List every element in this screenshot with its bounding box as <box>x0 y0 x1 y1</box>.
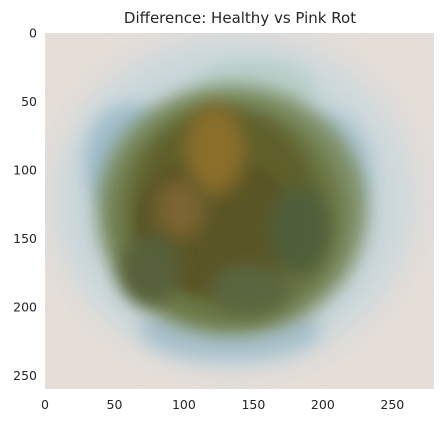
x-tick-label: 150 <box>241 397 265 412</box>
y-tick-label: 150 <box>13 231 37 246</box>
y-tick-label: 0 <box>29 26 37 41</box>
x-tick-label: 50 <box>107 397 123 412</box>
x-tick-label: 0 <box>41 397 49 412</box>
y-tick-label: 200 <box>13 299 37 314</box>
x-axis: 0 50 100 150 200 250 <box>41 397 404 412</box>
y-axis: 0 50 100 150 200 250 <box>13 26 37 383</box>
x-tick-label: 100 <box>172 397 196 412</box>
y-tick-label: 50 <box>21 94 37 109</box>
chart-title: Difference: Healthy vs Pink Rot <box>124 9 356 27</box>
x-tick-label: 250 <box>380 397 404 412</box>
y-tick-label: 250 <box>13 368 37 383</box>
y-tick-label: 100 <box>13 162 37 177</box>
x-tick-label: 200 <box>311 397 335 412</box>
difference-image <box>45 30 434 389</box>
